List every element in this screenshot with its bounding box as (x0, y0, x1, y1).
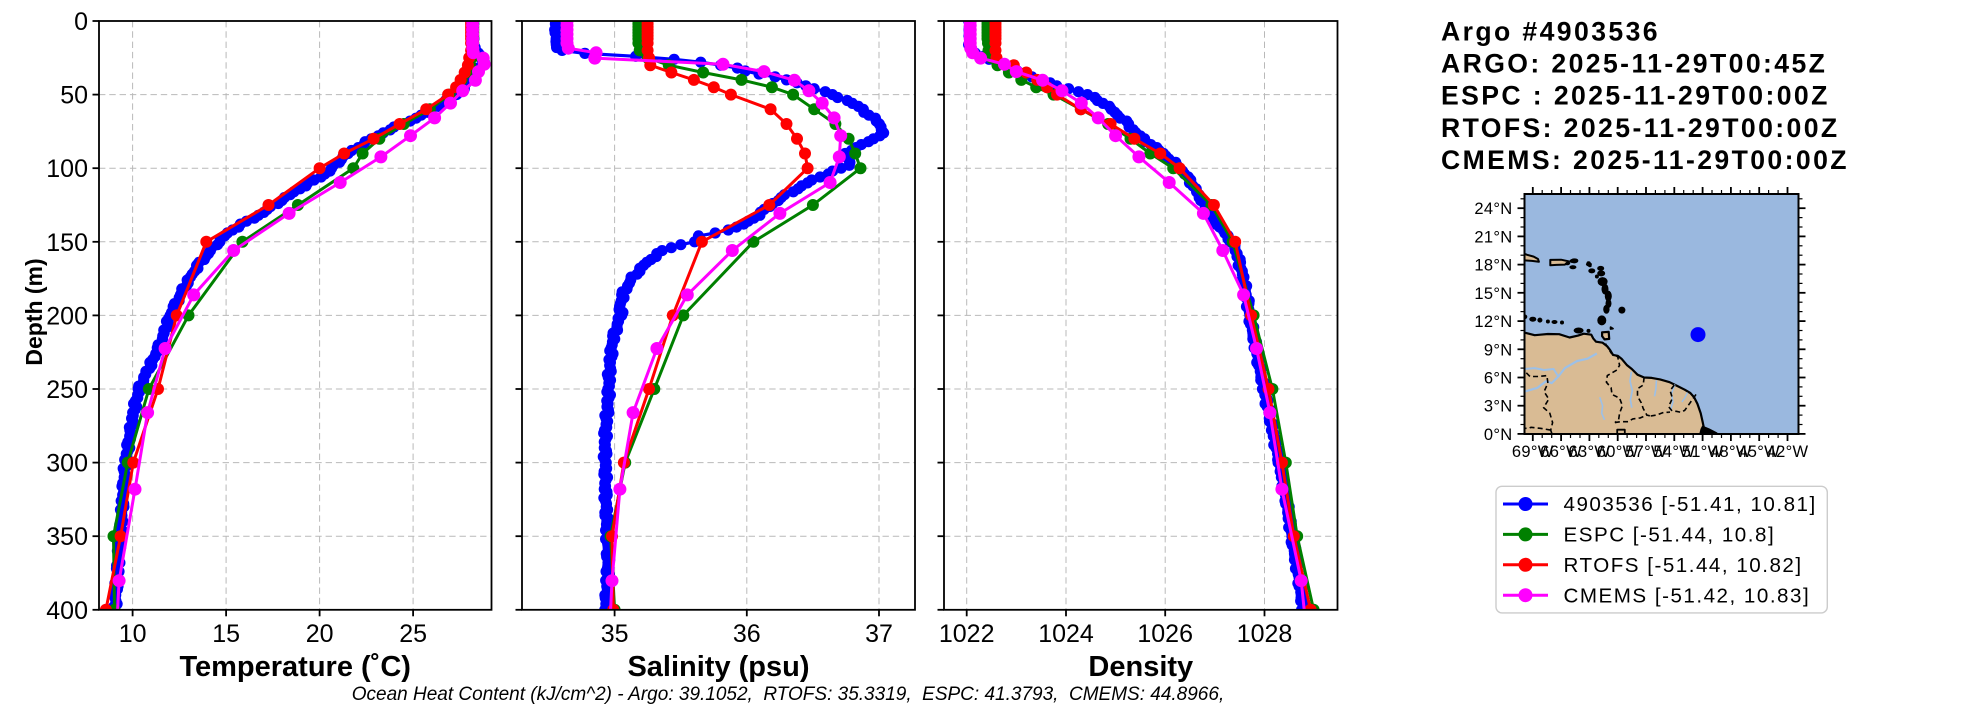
svg-text:Salinity (psu): Salinity (psu) (627, 651, 809, 683)
svg-text:15°N: 15°N (1474, 285, 1512, 303)
svg-text:300: 300 (46, 450, 88, 478)
svg-text:RTOFS: 2025-11-29T00:00Z: RTOFS: 2025-11-29T00:00Z (1441, 113, 1840, 143)
svg-text:ESPC : 2025-11-29T00:00Z: ESPC : 2025-11-29T00:00Z (1441, 81, 1830, 111)
svg-text:35: 35 (601, 620, 629, 648)
svg-text:20: 20 (306, 620, 334, 648)
svg-text:350: 350 (46, 523, 88, 551)
svg-text:15: 15 (212, 620, 240, 648)
svg-text:24°N: 24°N (1474, 200, 1512, 218)
svg-text:250: 250 (46, 376, 88, 404)
svg-text:200: 200 (46, 302, 88, 330)
svg-text:Depth (m): Depth (m) (21, 258, 47, 365)
svg-text:9°N: 9°N (1484, 341, 1513, 359)
svg-text:36: 36 (733, 620, 761, 648)
svg-text:54°W: 54°W (1653, 443, 1695, 461)
svg-text:57°W: 57°W (1625, 443, 1667, 461)
svg-text:37: 37 (865, 620, 893, 648)
svg-text:12°N: 12°N (1474, 313, 1512, 331)
svg-text:63°W: 63°W (1569, 443, 1611, 461)
svg-text:Density: Density (1088, 651, 1193, 683)
svg-text:66°W: 66°W (1540, 443, 1582, 461)
svg-text:1022: 1022 (939, 620, 995, 648)
svg-text:45°W: 45°W (1738, 443, 1780, 461)
svg-text:10: 10 (119, 620, 147, 648)
svg-text:Ocean Heat Content (kJ/cm^2) -: Ocean Heat Content (kJ/cm^2) - Argo: 39.… (352, 684, 1224, 705)
svg-text:100: 100 (46, 155, 88, 183)
svg-text:69°W: 69°W (1512, 443, 1554, 461)
svg-text:150: 150 (46, 229, 88, 257)
svg-text:0: 0 (74, 8, 88, 36)
svg-text:1026: 1026 (1137, 620, 1193, 648)
svg-text:51°W: 51°W (1682, 443, 1724, 461)
svg-text:CMEMS: 2025-11-29T00:00Z: CMEMS: 2025-11-29T00:00Z (1441, 145, 1849, 175)
svg-text:6°N: 6°N (1484, 370, 1513, 388)
svg-text:4903536 [-51.41, 10.81]: 4903536 [-51.41, 10.81] (1564, 493, 1817, 516)
svg-text:42°W: 42°W (1767, 443, 1809, 461)
svg-text:21°N: 21°N (1474, 228, 1512, 246)
svg-text:Argo #4903536: Argo #4903536 (1441, 16, 1660, 46)
svg-text:RTOFS [-51.44, 10.82]: RTOFS [-51.44, 10.82] (1564, 554, 1803, 577)
svg-text:CMEMS [-51.42, 10.83]: CMEMS [-51.42, 10.83] (1564, 584, 1811, 607)
svg-text:25: 25 (399, 620, 427, 648)
svg-text:ESPC [-51.44, 10.8]: ESPC [-51.44, 10.8] (1564, 524, 1776, 547)
svg-text:3°N: 3°N (1484, 398, 1513, 416)
svg-text:18°N: 18°N (1474, 257, 1512, 275)
svg-text:0°N: 0°N (1484, 426, 1513, 444)
svg-text:50: 50 (60, 82, 88, 110)
svg-text:60°W: 60°W (1597, 443, 1639, 461)
svg-text:48°W: 48°W (1710, 443, 1752, 461)
svg-text:1028: 1028 (1237, 620, 1293, 648)
svg-text:400: 400 (46, 597, 88, 625)
svg-text:1024: 1024 (1038, 620, 1094, 648)
svg-text:Temperature (˚C): Temperature (˚C) (179, 651, 411, 683)
svg-text:ARGO: 2025-11-29T00:45Z: ARGO: 2025-11-29T00:45Z (1441, 49, 1827, 79)
